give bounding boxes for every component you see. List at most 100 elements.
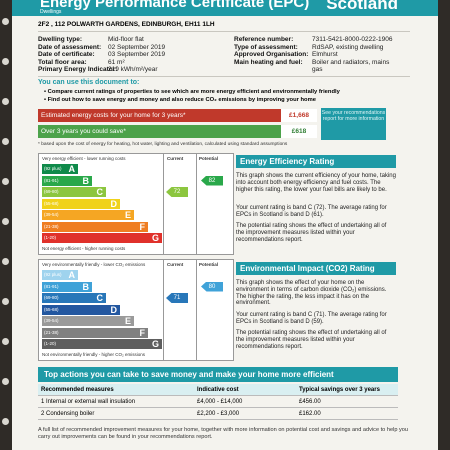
measure-cell: 2 Condensing boiler <box>38 407 194 420</box>
column-divider <box>196 260 197 360</box>
left-detail-label: Dwelling type: <box>38 36 83 43</box>
band-grade: B <box>82 175 90 186</box>
rating-band-c: (69-80) C <box>42 293 106 303</box>
band-grade: G <box>151 233 159 243</box>
savings-label: Over 3 years you could save* <box>41 128 126 135</box>
band-grade: G <box>151 339 159 349</box>
measure-header: Recommended measures <box>38 384 194 396</box>
use-doc-bullet: • Compare current ratings of properties … <box>44 89 340 95</box>
band-range: (39-54) <box>44 318 59 323</box>
rating-band-b: (81-91) B <box>42 281 92 292</box>
current-rating-arrow: 71 <box>166 293 188 303</box>
band-grade: C <box>96 187 104 197</box>
top-actions-title: Top actions you can take to save money a… <box>38 367 398 382</box>
right-detail-value: Elmhurst <box>312 51 338 59</box>
right-detail-label: Main heating and fuel: <box>234 58 303 66</box>
band-grade: B <box>82 281 90 292</box>
column-divider <box>196 154 197 254</box>
chart-bottom-caption: Not energy efficient - higher running co… <box>42 246 126 251</box>
band-grade: F <box>139 327 146 338</box>
rating-band-e: (39-54) E <box>42 210 134 220</box>
potential-column-header: Potential <box>199 156 219 161</box>
measure-cell: 1 Internal or external wall insulation <box>38 395 194 408</box>
band-range: (81-91) <box>44 283 59 289</box>
use-doc-heading: You can use this document to: <box>38 79 140 86</box>
chart-top-caption: Very environmentally friendly - lower CO… <box>42 262 146 267</box>
left-detail-label: Date of certificate: <box>38 51 95 59</box>
rating-band-a: (92 plus) A <box>42 270 78 280</box>
rating-band-e: (39-54) E <box>42 316 134 326</box>
cost-cell: £2,200 - £3,000 <box>194 407 296 420</box>
band-range: (55-68) <box>44 306 59 312</box>
left-detail-label: Primary Energy Indicator: <box>38 66 118 74</box>
band-range: (55-68) <box>44 200 59 206</box>
actions-footer: A full list of recommended improvement m… <box>38 427 409 440</box>
environmental-current-rating: Your current rating is band C (71). The … <box>236 312 387 325</box>
right-detail-value: gas <box>312 66 323 74</box>
punch-hole <box>2 218 9 225</box>
rating-band-f: (21-38) F <box>42 221 148 232</box>
right-detail-value: RdSAP, existing dwelling <box>312 43 384 51</box>
estimated-cost-value: £1,668 <box>281 109 317 122</box>
savings-cell: £456.00 <box>296 395 398 408</box>
right-detail-value: 7311-5421-8000-0222-1906 <box>312 36 393 43</box>
band-grade: D <box>110 304 118 315</box>
right-detail-value: Boiler and radiators, mains <box>312 58 390 66</box>
current-column-header: Current <box>167 262 184 267</box>
band-range: (92 plus) <box>44 166 62 171</box>
efficiency-description: This graph shows the current efficiency … <box>236 173 396 193</box>
rating-band-d: (55-68) D <box>42 198 120 209</box>
column-divider <box>163 154 164 254</box>
cost-footnote: * based upon the cost of energy for heat… <box>38 142 288 147</box>
recommended-measures-table: Recommended measures Indicative cost Typ… <box>38 384 398 420</box>
punch-hole <box>2 258 9 265</box>
energy-efficiency-chart: Very energy efficient - lower running co… <box>38 153 234 255</box>
environmental-description: This graph shows the effect of your home… <box>236 280 387 307</box>
punch-hole <box>2 378 9 385</box>
band-grade: F <box>139 221 146 232</box>
table-row: 1 Internal or external wall insulation £… <box>38 395 398 408</box>
estimated-cost-label: Estimated energy costs for your home for… <box>41 112 186 119</box>
epc-page: Energy Performance Certificate (EPC) Sco… <box>12 0 438 450</box>
punch-hole <box>2 298 9 305</box>
savings-bar: Over 3 years you could save* £618 <box>38 125 317 138</box>
band-range: (1-20) <box>44 235 57 240</box>
band-range: (81-91) <box>44 177 59 183</box>
recommendations-note: See your recommendations report for more… <box>321 108 386 140</box>
efficiency-potential-rating: The potential rating shows the effect of… <box>236 223 387 243</box>
left-detail-label: Total floor area: <box>38 58 87 66</box>
certificate-type: Dwellings <box>40 9 62 15</box>
environmental-impact-chart: Very environmentally friendly - lower CO… <box>38 259 234 361</box>
band-range: (1-20) <box>44 341 57 346</box>
band-range: (92 plus) <box>44 272 62 277</box>
band-grade: E <box>124 316 131 326</box>
band-range: (39-54) <box>44 212 59 217</box>
band-range: (69-80) <box>44 295 59 300</box>
left-detail-label: Date of assessment: <box>38 43 102 51</box>
right-detail-label: Approved Organisation: <box>234 51 309 59</box>
environmental-rating-title: Environmental Impact (CO2) Rating <box>236 262 396 275</box>
divider <box>38 31 410 32</box>
potential-column-header: Potential <box>199 262 219 267</box>
punch-hole <box>2 178 9 185</box>
savings-cell: £162.00 <box>296 407 398 420</box>
rating-band-b: (81-91) B <box>42 175 92 186</box>
punch-hole <box>2 98 9 105</box>
punch-hole <box>2 18 9 25</box>
punch-hole <box>2 418 9 425</box>
rating-band-d: (55-68) D <box>42 304 120 315</box>
potential-rating-arrow: 80 <box>201 281 223 292</box>
potential-rating-arrow: 82 <box>201 175 223 186</box>
rating-band-f: (21-38) F <box>42 327 148 338</box>
band-range: (21-38) <box>44 223 59 229</box>
band-range: (21-38) <box>44 329 59 335</box>
efficiency-current-rating: Your current rating is band C (72). The … <box>236 205 387 218</box>
savings-header: Typical savings over 3 years <box>296 384 398 396</box>
band-grade: E <box>124 210 131 220</box>
certificate-title: Energy Performance Certificate (EPC) <box>40 0 310 11</box>
punch-hole <box>2 338 9 345</box>
table-row: 2 Condensing boiler £2,200 - £3,000 £162… <box>38 407 398 420</box>
left-detail-value: 02 September 2019 <box>108 43 166 51</box>
band-grade: A <box>68 164 76 174</box>
rating-band-c: (69-80) C <box>42 187 106 197</box>
